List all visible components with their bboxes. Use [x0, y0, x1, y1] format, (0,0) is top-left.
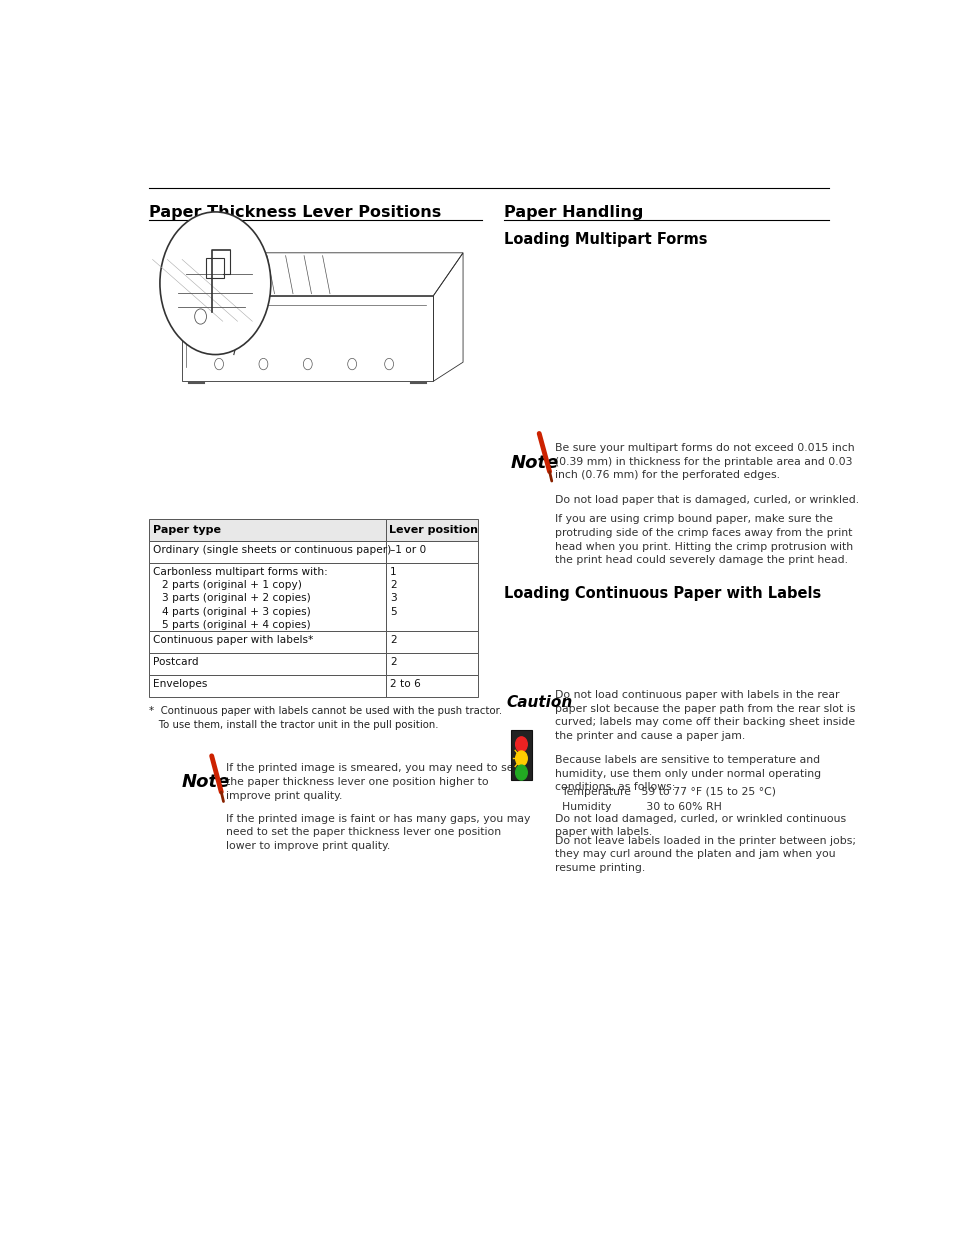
Text: Be sure your multipart forms do not exceed 0.015 inch
(0.39 mm) in thickness for: Be sure your multipart forms do not exce…: [555, 443, 854, 480]
Bar: [149, 563, 385, 631]
Text: Carbonless multipart forms with:: Carbonless multipart forms with:: [153, 567, 328, 577]
Circle shape: [516, 766, 527, 781]
Circle shape: [160, 212, 271, 354]
Bar: [149, 519, 385, 541]
Text: Paper Thickness Lever Positions: Paper Thickness Lever Positions: [149, 205, 440, 220]
Text: If you are using crimp bound paper, make sure the
protruding side of the crimp f: If you are using crimp bound paper, make…: [555, 514, 853, 566]
Text: 3: 3: [390, 593, 396, 603]
Text: 5 parts (original + 4 copies): 5 parts (original + 4 copies): [162, 620, 311, 630]
Text: Do not load damaged, curled, or wrinkled continuous
paper with labels.: Do not load damaged, curled, or wrinkled…: [555, 814, 845, 837]
Bar: [385, 519, 477, 541]
Bar: [511, 730, 531, 779]
Text: *  Continuous paper with labels cannot be used with the push tractor.
   To use : * Continuous paper with labels cannot be…: [149, 706, 501, 730]
Text: Ordinary (single sheets or continuous paper): Ordinary (single sheets or continuous pa…: [153, 545, 391, 555]
Bar: [149, 631, 385, 653]
Text: 2: 2: [390, 635, 396, 645]
Bar: [149, 653, 385, 676]
Text: Loading Multipart Forms: Loading Multipart Forms: [503, 232, 706, 247]
Bar: [385, 631, 477, 653]
Text: Continuous paper with labels*: Continuous paper with labels*: [153, 635, 314, 645]
Text: 4 parts (original + 3 copies): 4 parts (original + 3 copies): [162, 606, 311, 616]
Text: 2: 2: [390, 657, 396, 667]
Bar: [385, 676, 477, 697]
Text: Caution: Caution: [506, 695, 573, 710]
Circle shape: [516, 737, 527, 752]
Text: Postcard: Postcard: [153, 657, 198, 667]
Text: 5: 5: [390, 606, 396, 616]
Text: Note: Note: [182, 773, 231, 790]
Text: Do not load paper that is damaged, curled, or wrinkled.: Do not load paper that is damaged, curle…: [555, 495, 859, 505]
Text: 1: 1: [390, 567, 396, 577]
Text: Loading Continuous Paper with Labels: Loading Continuous Paper with Labels: [503, 585, 821, 600]
Text: Envelopes: Envelopes: [153, 679, 208, 689]
Text: Because labels are sensitive to temperature and
humidity, use them only under no: Because labels are sensitive to temperat…: [555, 755, 821, 792]
Bar: [385, 563, 477, 631]
Text: –1 or 0: –1 or 0: [390, 545, 426, 555]
Text: Temperature   59 to 77 °F (15 to 25 °C)
  Humidity          30 to 60% RH: Temperature 59 to 77 °F (15 to 25 °C) Hu…: [555, 787, 776, 813]
Text: 3 parts (original + 2 copies): 3 parts (original + 2 copies): [162, 593, 311, 603]
Bar: [149, 541, 385, 563]
Text: 2 parts (original + 1 copy): 2 parts (original + 1 copy): [162, 580, 302, 590]
Text: Paper Handling: Paper Handling: [503, 205, 642, 220]
Text: Paper type: Paper type: [153, 525, 221, 535]
Bar: [206, 258, 224, 278]
Bar: [385, 541, 477, 563]
Text: 2 to 6: 2 to 6: [390, 679, 420, 689]
Text: If the printed image is faint or has many gaps, you may
need to set the paper th: If the printed image is faint or has man…: [226, 814, 530, 851]
Text: Do not leave labels loaded in the printer between jobs;
they may curl around the: Do not leave labels loaded in the printe…: [555, 836, 856, 873]
Text: 2: 2: [390, 580, 396, 590]
Text: Lever position: Lever position: [389, 525, 477, 535]
Bar: [149, 676, 385, 697]
Bar: [385, 653, 477, 676]
Text: Do not load continuous paper with labels in the rear
paper slot because the pape: Do not load continuous paper with labels…: [555, 690, 855, 741]
Circle shape: [516, 751, 527, 766]
Text: Note: Note: [511, 454, 558, 473]
Text: If the printed image is smeared, you may need to set
the paper thickness lever o: If the printed image is smeared, you may…: [226, 763, 517, 800]
